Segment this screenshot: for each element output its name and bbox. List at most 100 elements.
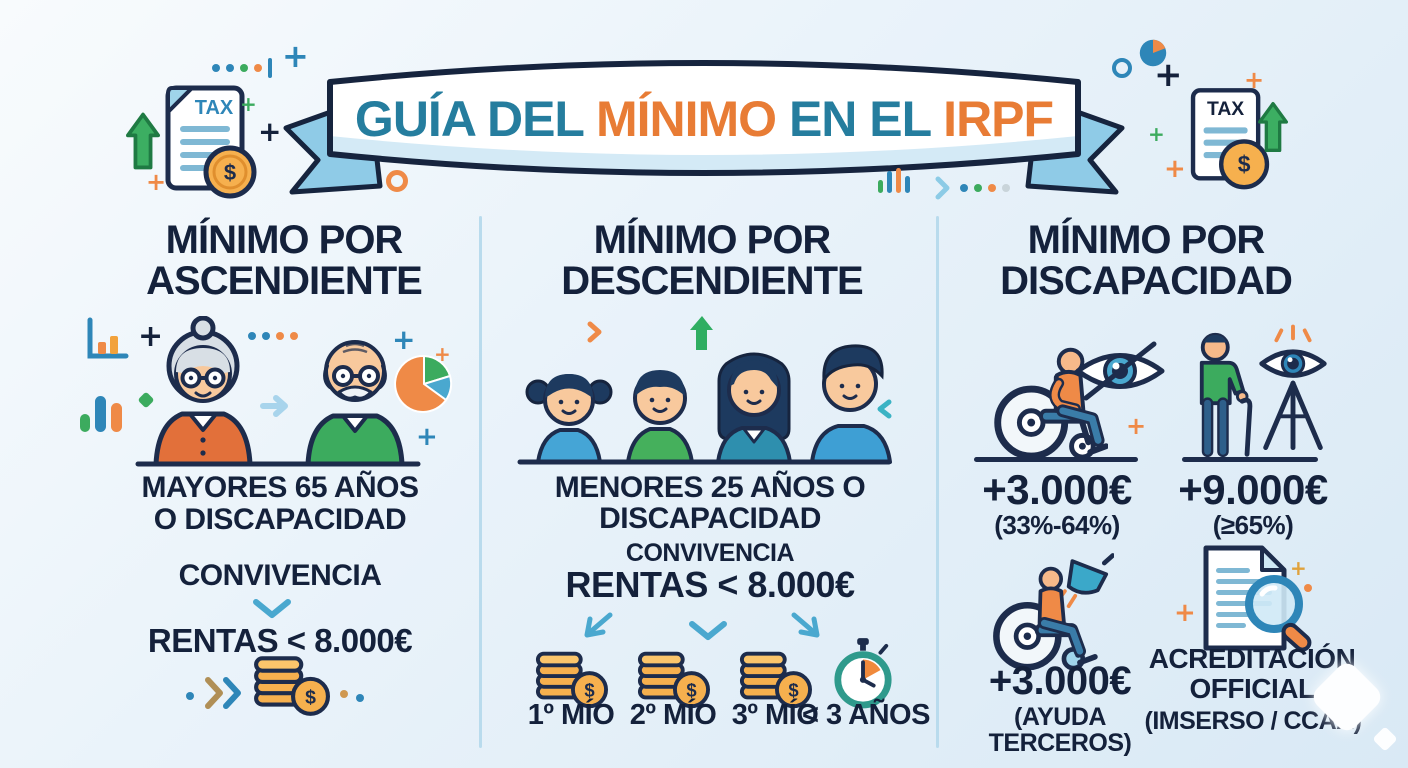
children-family-illustration [517, 316, 892, 465]
plus-icon: + [392, 323, 416, 356]
dot [186, 692, 194, 700]
title-line: DISCAPACIDAD [1000, 258, 1293, 303]
column-title-ascendiente: MÍNIMO POR ASCENDIENTE [90, 220, 478, 302]
note-text: (33%-64%) [994, 510, 1120, 540]
dot [262, 332, 270, 340]
grandfather-icon [305, 340, 405, 467]
dot [988, 184, 996, 192]
note-text: (≥65%) [1212, 510, 1294, 540]
up-arrow-icon [126, 112, 160, 170]
coin-label: 2º MÍO [629, 699, 717, 731]
note-text: (AYUDA TERCEROS) [988, 703, 1132, 758]
coin-label: 1º MÍO [527, 699, 615, 731]
chevron-right-icon [935, 176, 950, 200]
tripod-eye-icon [1259, 324, 1327, 451]
plus-icon: + [1244, 66, 1265, 94]
page-title: GUÍA DEL MÍNIMO EN EL IRPF [332, 84, 1076, 154]
title-line: DESCENDIENTE [561, 258, 863, 303]
chevron-down-icon [689, 621, 727, 640]
title-line: MÍNIMO POR [1027, 218, 1266, 262]
rentas-text: RENTAS < 8.000€ [147, 622, 413, 659]
tax-document-icon: TAX $ [165, 85, 257, 199]
dot [212, 64, 220, 72]
title-line: MÍNIMO POR [593, 218, 832, 262]
dot [356, 694, 364, 702]
column-divider [936, 216, 939, 748]
title-segment: MÍNIMO [595, 91, 777, 147]
document-magnifier-icon [1203, 545, 1312, 652]
coins-icon: $ [535, 651, 608, 709]
dot [960, 184, 968, 192]
rentas-text: RENTAS < 8.000€ [565, 564, 855, 605]
plus-icon: + [282, 37, 309, 75]
up-arrow-icon [1258, 102, 1288, 152]
coins-icon: $ [637, 651, 710, 709]
tick-bar [268, 58, 272, 78]
grandparents-illustration [135, 316, 421, 467]
baseline [974, 457, 1138, 462]
bar-chart-icon [80, 396, 122, 432]
bar-chart-icon [878, 168, 910, 193]
plus-icon: + [240, 92, 257, 116]
svg-text:$: $ [584, 680, 595, 701]
dots-icon [248, 332, 298, 340]
dot [1304, 584, 1312, 592]
age-label: < 3 AÑOS [802, 699, 930, 731]
arrow-down-left-icon [584, 612, 613, 638]
column-title-discapacidad: MÍNIMO POR DISCAPACIDAD [952, 220, 1340, 302]
amount-text: +3.000€ [988, 659, 1132, 703]
cane-person-icon [1199, 332, 1253, 458]
dot [340, 690, 348, 698]
ring-icon [386, 170, 408, 192]
baseline [1182, 457, 1318, 462]
plus-icon: + [146, 168, 167, 196]
dot [276, 332, 284, 340]
title-segment: EN EL [776, 91, 944, 147]
arrow-down-right-icon [791, 612, 820, 638]
plus-icon: + [138, 319, 164, 354]
tax-label: TAX [1207, 98, 1244, 120]
tax-label: TAX [195, 97, 234, 119]
dot [240, 64, 248, 72]
chevrons-right-icon [205, 677, 241, 709]
svg-text:$: $ [686, 680, 697, 701]
ribbon-icon [283, 60, 1125, 195]
plus-icon: + [1164, 154, 1186, 184]
dot [226, 64, 234, 72]
man-icon [810, 344, 892, 464]
svg-text:$: $ [305, 687, 316, 709]
plus-icon: + [1154, 55, 1183, 95]
requirement-text: MAYORES 65 AÑOS [141, 471, 419, 504]
title-segment: GUÍA DEL [354, 91, 596, 147]
pie-chart-icon [1139, 39, 1167, 67]
dots-icon [960, 184, 1010, 192]
dot [254, 64, 262, 72]
plus-icon: + [1148, 122, 1165, 146]
coins-icon: $ [254, 656, 330, 716]
coins-icon: $ [739, 651, 812, 709]
bar-chart-icon [87, 317, 129, 359]
chevron-down-icon [253, 599, 291, 618]
dots-icon [212, 58, 272, 78]
plus-icon: + [1126, 412, 1147, 440]
woman-icon [716, 352, 792, 464]
title-line: ASCENDIENTE [146, 258, 423, 303]
girl-icon [525, 374, 613, 464]
dot [1002, 184, 1010, 192]
acreditacion-text: ACREDITACIÓN OFFICIAL [1148, 643, 1356, 704]
svg-text:$: $ [1238, 151, 1251, 177]
pie-chart-icon [394, 354, 453, 413]
title-line: MÍNIMO POR [165, 218, 404, 262]
convivencia-text: CONVIVENCIA [178, 559, 382, 592]
dot [248, 332, 256, 340]
coin-label: 3º MÍO [731, 699, 819, 731]
arrow-right-icon [260, 395, 288, 417]
chevron-left-icon [877, 399, 892, 419]
grandmother-icon [153, 316, 253, 467]
plus-icon: + [1174, 598, 1196, 628]
up-arrow-icon [690, 316, 713, 350]
plus-icon: + [1290, 556, 1307, 580]
requirement-text: O DISCAPACIDAD [153, 503, 407, 536]
boy-icon [626, 370, 694, 464]
